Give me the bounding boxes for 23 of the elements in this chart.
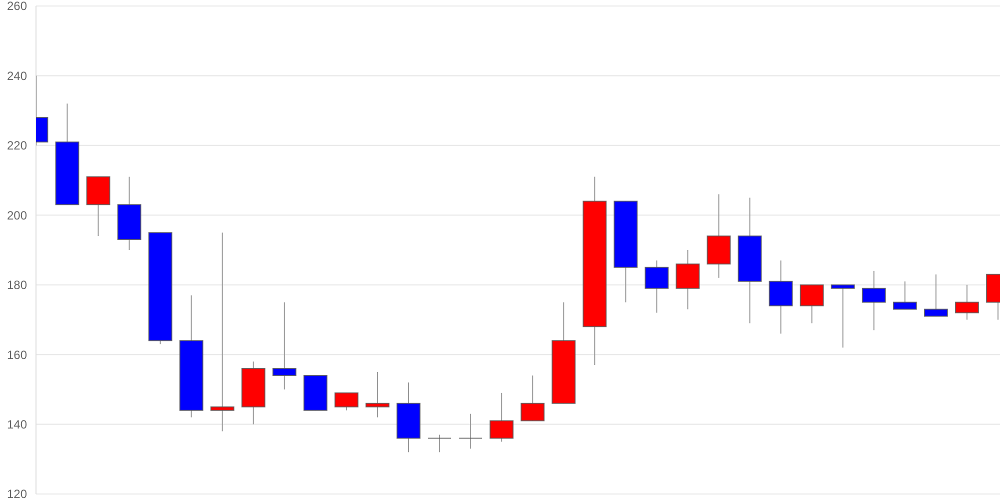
candlestick xyxy=(334,392,358,411)
candlestick xyxy=(862,270,886,331)
y-tick-label: 160 xyxy=(6,348,28,362)
candlestick xyxy=(210,232,234,432)
y-tick-label: 180 xyxy=(6,278,28,292)
candlestick xyxy=(800,284,824,324)
candlestick xyxy=(892,280,917,310)
candlestick xyxy=(644,260,669,314)
candlestick xyxy=(272,302,296,390)
candlestick xyxy=(954,284,979,320)
candlestick xyxy=(830,284,855,348)
candlestick xyxy=(490,392,514,442)
candlestick xyxy=(458,413,483,450)
y-tick-label: 240 xyxy=(6,68,28,83)
y-tick-label: 260 xyxy=(6,0,28,14)
candlestick xyxy=(520,374,545,422)
candlestick xyxy=(428,434,452,453)
y-tick-label: 120 xyxy=(6,487,28,500)
y-tick-label: 140 xyxy=(6,417,28,432)
candlestick xyxy=(366,372,390,418)
y-tick-label: 200 xyxy=(6,208,28,222)
y-tick-label: 220 xyxy=(6,138,28,153)
candlestick xyxy=(924,274,948,317)
